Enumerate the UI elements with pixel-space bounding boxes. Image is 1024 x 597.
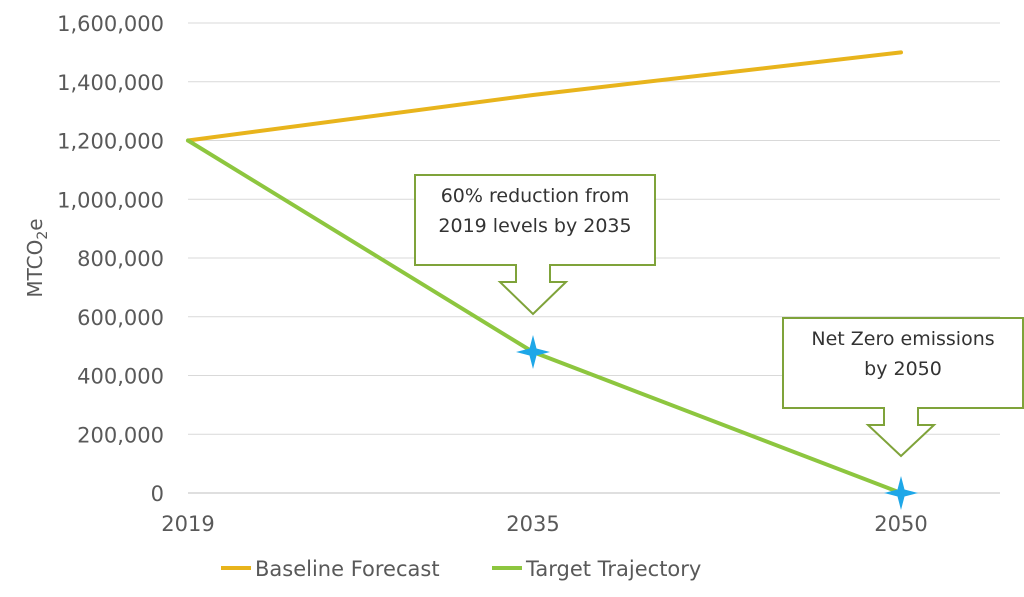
- x-tick-label: 2035: [506, 512, 559, 536]
- x-tick-label: 2050: [874, 512, 927, 536]
- y-tick-label: 200,000: [77, 423, 164, 447]
- legend: Baseline Forecast Target Trajectory: [221, 557, 701, 581]
- star-marker: [884, 476, 918, 510]
- callout-box: 60% reduction from 2019 levels by 2035: [414, 174, 656, 316]
- callout-arrow-shape: [782, 317, 1024, 458]
- callout-text-line: 60% reduction from: [441, 185, 630, 207]
- y-axis-label: MTCO2e: [23, 218, 51, 297]
- legend-label: Target Trajectory: [525, 557, 701, 581]
- y-tick-label: 0: [151, 482, 164, 506]
- callout-box: Net Zero emissions by 2050: [782, 317, 1024, 458]
- y-tick-label: 400,000: [77, 365, 164, 389]
- y-tick-label: 800,000: [77, 247, 164, 271]
- callout-text-line: Net Zero emissions: [811, 328, 994, 350]
- x-tick-label: 2019: [161, 512, 214, 536]
- series-line-baseline-forecast: [186, 50, 903, 143]
- y-tick-label: 600,000: [77, 306, 164, 330]
- callout-arrow-shape: [414, 174, 656, 316]
- legend-label: Baseline Forecast: [255, 557, 440, 581]
- callout-text-line: 2019 levels by 2035: [438, 215, 631, 237]
- y-tick-label: 1,400,000: [57, 71, 164, 95]
- legend-item: Target Trajectory: [492, 557, 701, 581]
- callout-text-line: by 2050: [864, 358, 942, 380]
- y-tick-label: 1,000,000: [57, 188, 164, 212]
- callouts: 60% reduction from 2019 levels by 2035 Net…: [414, 174, 1024, 458]
- legend-item: Baseline Forecast: [221, 557, 440, 581]
- y-tick-label: 1,600,000: [57, 12, 164, 36]
- star-marker: [516, 335, 550, 369]
- data-markers: [516, 335, 918, 510]
- x-axis-ticks: 2019 2035 2050: [161, 512, 927, 536]
- y-tick-label: 1,200,000: [57, 130, 164, 154]
- y-axis-ticks: 0 200,000 400,000 600,000 800,000 1,000,000 1,…: [57, 12, 164, 506]
